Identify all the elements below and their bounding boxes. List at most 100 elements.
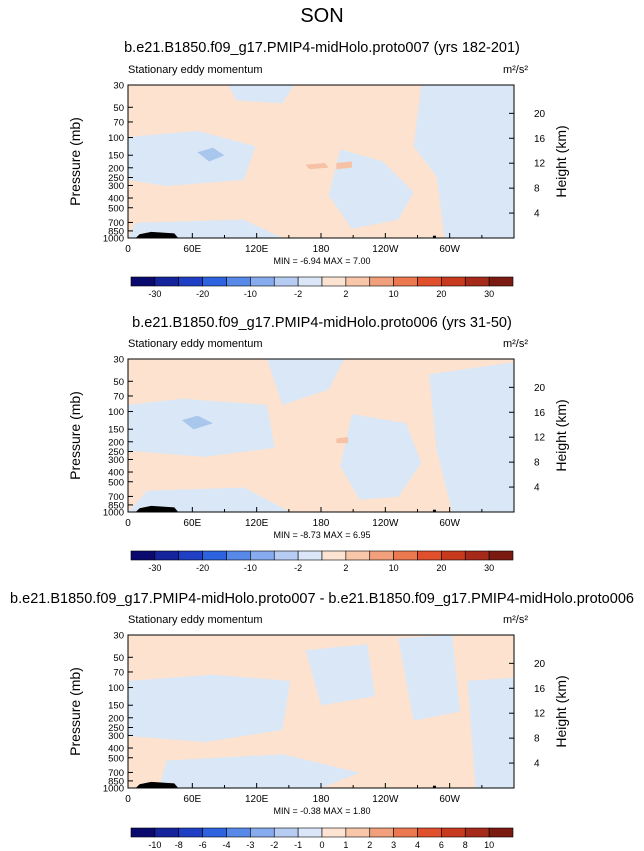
colorbar-label: 30 — [484, 563, 494, 573]
y-tick-label: 850 — [108, 226, 124, 237]
colorbar-swatch — [202, 827, 227, 838]
y-tick-label: 30 — [113, 355, 124, 366]
panel-title: b.e21.B1850.f09_g17.PMIP4-midHolo.proto0… — [132, 315, 512, 331]
colorbar-swatch — [345, 276, 371, 287]
colorbar-label: -20 — [196, 563, 209, 573]
colorbar-swatch — [369, 550, 394, 561]
colorbar-swatch — [273, 827, 299, 838]
colorbar-swatch — [441, 276, 466, 287]
y2-tick-label: 12 — [534, 159, 546, 170]
topography — [135, 781, 179, 788]
y-axis-label: Pressure (mb) — [67, 391, 83, 480]
y-tick-label: 100 — [108, 407, 124, 418]
colorbar-swatch — [250, 827, 275, 838]
y-tick-label: 150 — [108, 151, 124, 162]
y-tick-label: 1000 — [103, 784, 124, 795]
colorbar-swatch — [417, 550, 442, 561]
y2-tick-label: 8 — [534, 458, 540, 469]
y2-tick-label: 16 — [534, 684, 546, 695]
colorbar-label: 3 — [391, 840, 396, 850]
y-tick-label: 100 — [108, 133, 124, 144]
y-axis-label: Pressure (mb) — [67, 667, 83, 756]
y2-axis-label: Height (km) — [553, 675, 569, 747]
x-tick-label: 60E — [183, 794, 201, 805]
colorbar-swatch — [441, 827, 466, 838]
contour-fill — [128, 635, 514, 788]
colorbar-swatch — [250, 276, 275, 287]
colorbar-swatch — [178, 827, 203, 838]
colorbar-label: -6 — [199, 840, 207, 850]
y-tick-label: 850 — [108, 500, 124, 511]
colorbar-swatch — [154, 550, 180, 561]
colorbar-label: 0 — [319, 840, 324, 850]
colorbar-swatch — [154, 276, 180, 287]
colorbar-swatch — [441, 550, 466, 561]
colorbar-swatch — [130, 827, 156, 838]
colorbar-swatch — [488, 276, 514, 287]
negative-region — [467, 677, 514, 788]
colorbar-label: -30 — [148, 563, 161, 573]
colorbar-label: -10 — [244, 289, 257, 299]
y2-tick-label: 20 — [534, 109, 546, 120]
positive-core — [336, 437, 348, 444]
colorbar-swatch — [154, 827, 180, 838]
negative-region — [128, 398, 275, 457]
y-tick-label: 250 — [108, 173, 124, 184]
y-tick-label: 700 — [108, 218, 124, 229]
panel-title: b.e21.B1850.f09_g17.PMIP4-midHolo.proto0… — [124, 40, 520, 56]
colorbar-label: -10 — [244, 563, 257, 573]
positive-core — [305, 163, 329, 170]
x-tick-label: 60W — [439, 794, 460, 805]
colorbar-label: -2 — [270, 840, 278, 850]
min-max-label: MIN = -6.94 MAX = 7.00 — [273, 256, 370, 266]
panel-title: b.e21.B1850.f09_g17.PMIP4-midHolo.proto0… — [10, 591, 634, 607]
y-tick-label: 400 — [108, 468, 124, 479]
positive-core — [336, 161, 352, 170]
units-label: m²/s² — [503, 64, 528, 76]
colorbar-swatch — [297, 276, 323, 287]
x-tick-label: 120W — [372, 518, 399, 529]
y2-tick-label: 4 — [534, 483, 540, 494]
colorbar-swatch — [369, 276, 394, 287]
x-tick-label: 0 — [125, 518, 131, 529]
x-tick-label: 180 — [313, 244, 330, 255]
topography — [135, 505, 179, 512]
colorbar: -30 -20 -10 -2 2 10 20 30 — [130, 550, 514, 573]
colorbar-label: -20 — [196, 289, 209, 299]
colorbar-swatch — [393, 276, 418, 287]
negative-region — [398, 635, 460, 721]
colorbar-swatch — [417, 276, 442, 287]
colorbar-label: -2 — [294, 289, 302, 299]
units-label: m²/s² — [503, 338, 528, 350]
colorbar-label: -1 — [294, 840, 302, 850]
colorbar-swatch — [273, 276, 299, 287]
colorbar-swatch — [226, 276, 251, 287]
colorbar-swatch — [226, 550, 251, 561]
y2-tick-label: 4 — [534, 759, 540, 770]
y-tick-label: 500 — [108, 753, 124, 764]
y-axis-label: Pressure (mb) — [67, 117, 83, 206]
colorbar-label: 8 — [463, 840, 468, 850]
figure-title: SON — [300, 5, 343, 27]
x-tick-label: 120W — [372, 244, 399, 255]
y-tick-label: 700 — [108, 768, 124, 779]
y2-tick-label: 4 — [534, 209, 540, 220]
colorbar-label: 20 — [436, 563, 446, 573]
colorbar-label: 2 — [367, 840, 372, 850]
x-tick-label: 60E — [183, 244, 201, 255]
variable-label: Stationary eddy momentum — [128, 614, 263, 626]
y-tick-label: 30 — [113, 81, 124, 92]
colorbar-swatch — [178, 550, 203, 561]
negative-core — [182, 415, 213, 430]
colorbar-label: 2 — [343, 563, 348, 573]
negative-region — [305, 644, 375, 706]
contour-fill — [128, 359, 514, 512]
y-tick-label: 70 — [113, 667, 124, 678]
topography — [432, 235, 436, 238]
colorbar-swatch — [369, 827, 394, 838]
y2-tick-label: 8 — [534, 734, 540, 745]
topography — [432, 509, 436, 512]
negative-region — [128, 487, 291, 512]
negative-region — [228, 85, 294, 104]
colorbar-swatch — [202, 550, 227, 561]
